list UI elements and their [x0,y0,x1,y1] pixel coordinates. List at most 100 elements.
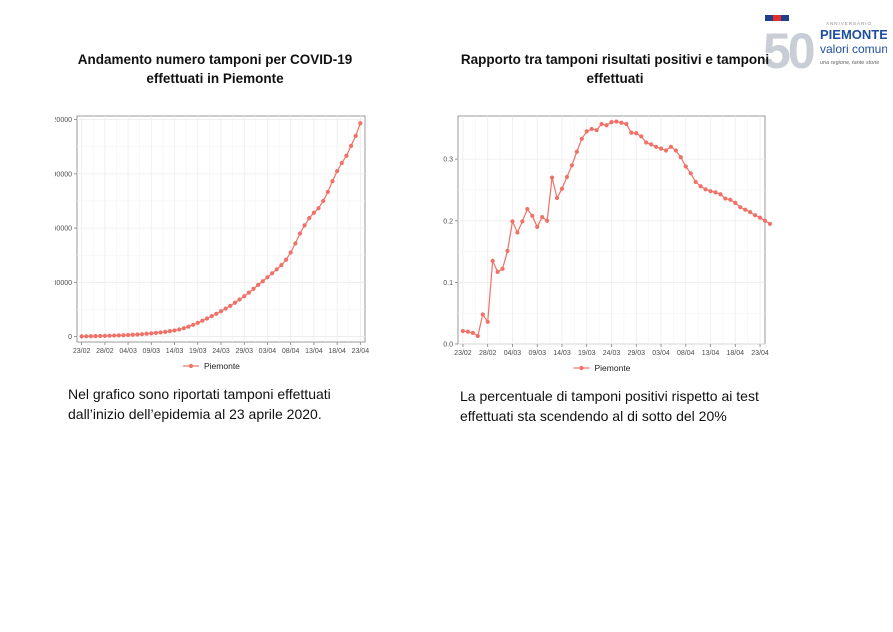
data-point [599,121,604,127]
data-point [480,312,485,317]
x-tick-label: 23/04 [352,348,370,355]
data-point [177,327,182,332]
data-point [683,164,688,169]
data-point [614,119,619,124]
data-point [135,332,140,337]
data-point [130,332,135,337]
logo-tagline: una regione, tante storie [820,60,879,66]
data-point [460,328,466,334]
chart2-description: La percentuale di tamponi positivi rispe… [460,388,759,424]
chart1-title: Andamento numero tamponi per COVID-19 ef… [77,52,353,86]
data-point [98,333,103,339]
data-point [246,290,251,295]
data-point [144,331,149,336]
data-point [743,207,748,212]
data-point [344,153,349,158]
x-tick-label: 28/02 [479,350,497,357]
data-point [293,241,298,246]
y-tick-label: 60000 [55,226,72,233]
x-tick-label: 28/02 [96,348,114,355]
data-point [728,197,733,202]
data-point [218,309,224,314]
legend-marker [188,363,194,369]
data-point [639,134,644,139]
data-point [500,266,505,271]
data-point [149,331,154,336]
data-point [634,131,639,136]
logo-number: 50 [763,23,814,75]
data-point [678,155,683,160]
x-tick-label: 23/02 [73,348,91,355]
logo-line1: PIEMONTE [820,27,887,42]
data-point [490,258,495,263]
data-point [191,322,196,327]
data-point [718,192,723,197]
data-point [748,210,753,215]
data-point [619,120,624,125]
x-tick-label: 23/02 [454,350,472,357]
data-point [485,319,490,324]
logo-line2: valori comuni [820,42,887,56]
data-point [762,218,768,223]
data-point [209,314,214,319]
data-point [663,148,669,153]
data-point [283,257,289,262]
data-point [535,224,540,230]
data-point [569,163,574,168]
data-point [79,334,84,339]
y-tick-label: 30000 [55,280,72,287]
data-point [112,333,117,338]
data-point [668,144,674,149]
data-point [167,329,173,334]
data-point [698,184,703,189]
logo-small-text: ANNIVERSARIO [826,21,872,26]
data-point [107,333,112,338]
y-tick-label: 0.0 [443,342,453,349]
data-point [757,215,763,220]
chart1-description: Nel grafico sono riportati tamponi effet… [68,386,331,422]
data-point [574,149,579,154]
data-point [520,219,525,224]
data-point [316,206,321,211]
data-point [554,195,560,201]
data-point [475,333,480,339]
x-tick-label: 03/04 [259,348,277,355]
legend-marker [579,365,584,371]
x-tick-label: 09/03 [143,348,161,355]
y-tick-label: 0.2 [443,218,453,225]
data-point [465,329,471,334]
data-point [530,213,535,218]
data-point [153,330,159,335]
data-point [163,329,168,334]
data-point [242,294,247,299]
data-point [752,213,758,218]
data-point [738,205,743,210]
data-point [470,330,475,336]
data-point [269,271,275,276]
data-point [265,275,270,280]
data-point [495,269,500,275]
data-point [584,129,589,134]
data-point [297,231,303,236]
data-point [540,214,545,220]
data-point [653,144,659,149]
data-point [624,121,629,127]
data-point [594,128,599,133]
data-point [279,263,284,268]
data-point [723,196,728,201]
piemonte-50-logo: 50 ANNIVERSARIO PIEMONTE valori comuni u… [763,15,887,75]
data-point [181,326,186,331]
x-tick-label: 08/04 [677,350,695,357]
x-tick-label: 09/03 [528,350,546,357]
data-point [325,189,330,195]
data-point [223,306,228,311]
data-point [688,171,693,176]
x-tick-label: 19/03 [578,350,596,357]
data-point [348,143,354,148]
data-point [302,223,307,228]
data-point [629,130,634,135]
data-point [251,286,256,291]
y-tick-label: 0 [68,334,72,341]
legend-label: Piemonte [595,363,631,373]
x-tick-label: 18/04 [727,350,745,357]
